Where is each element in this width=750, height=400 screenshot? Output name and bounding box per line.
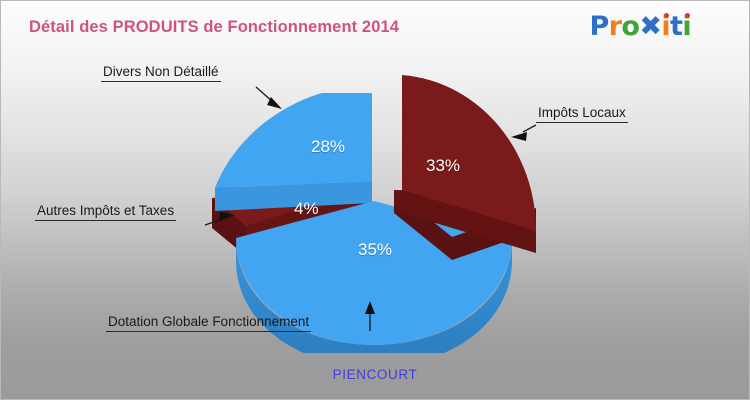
logo-letter-o: o <box>621 11 640 42</box>
callout-autres-impots-et-taxes-text: Autres Impôts et Taxes <box>35 203 177 221</box>
logo-letter-r: r <box>608 11 622 42</box>
logo-dot-icon <box>685 13 691 18</box>
callout-dotation-globale-fonctionnement-text: Dotation Globale Fonctionnement <box>106 314 312 332</box>
logo-letter-i2: i <box>682 11 692 42</box>
callout-impots-locaux: Impôts Locaux <box>536 105 628 123</box>
slice-label-divers-non-detaille: 28% <box>311 137 346 156</box>
logo-letter-i1-glyph: i <box>661 11 671 42</box>
proxiti-logo[interactable]: Pro✖i ti <box>589 11 692 42</box>
leader-line-impots <box>522 124 537 133</box>
slice-divers-non-detaille[interactable] <box>215 93 372 211</box>
slice-label-impots-locaux: 33% <box>426 156 461 175</box>
logo-letter-t: t <box>670 11 683 42</box>
arrow-head-divers-icon <box>267 97 282 109</box>
slice-impots-locaux[interactable] <box>394 75 536 260</box>
logo-dot-icon <box>664 13 670 18</box>
logo-letter-x: ✖ <box>639 11 662 42</box>
logo-letter-p: P <box>589 11 609 42</box>
page-title: Détail des PRODUITS de Fonctionnement 20… <box>29 18 400 36</box>
slice-label-dotation-globale-fonctionnement: 35% <box>358 240 393 259</box>
slice-label-autres-impots-et-taxes: 4% <box>294 199 319 218</box>
logo-letter-i1: i <box>661 11 671 42</box>
callout-impots-locaux-text: Impôts Locaux <box>536 105 628 123</box>
footer-commune-name: PIENCOURT <box>332 367 418 382</box>
arrow-head-autres-icon <box>219 212 235 221</box>
arrow-head-dotation-icon <box>365 301 375 314</box>
arrow-head-impots-icon <box>511 132 527 141</box>
pie-chart <box>206 53 546 353</box>
callout-divers-non-detaille-text: Divers Non Détaillé <box>101 64 221 82</box>
callout-divers-non-detaille: Divers Non Détaillé <box>101 64 221 82</box>
logo-letter-i2-glyph: i <box>682 11 691 42</box>
pie-chart-svg <box>212 75 536 353</box>
callout-autres-impots-et-taxes: Autres Impôts et Taxes <box>35 203 177 221</box>
callout-dotation-globale-fonctionnement: Dotation Globale Fonctionnement <box>106 314 312 332</box>
